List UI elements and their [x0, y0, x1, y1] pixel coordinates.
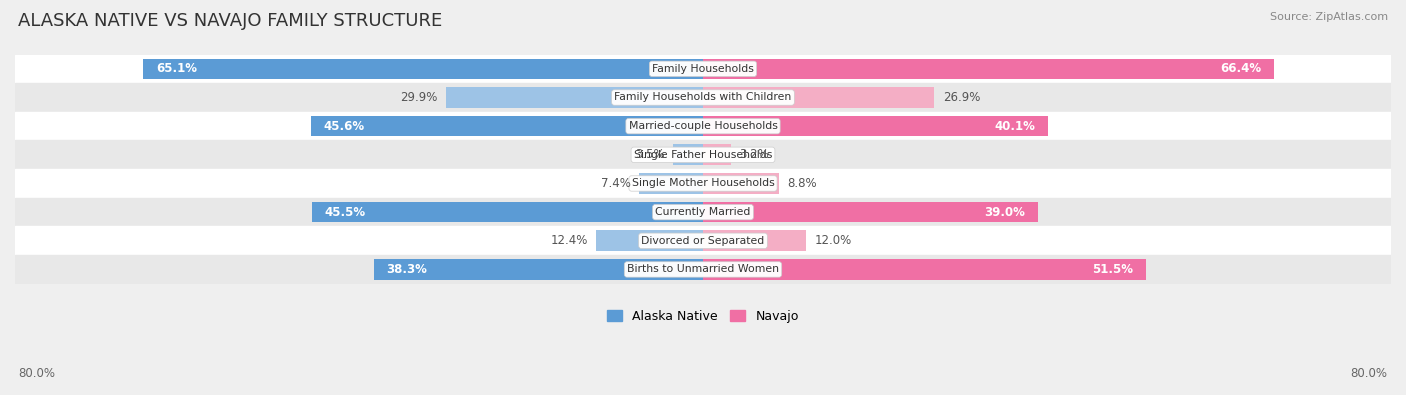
Text: 12.4%: 12.4%: [550, 234, 588, 247]
Text: 3.5%: 3.5%: [634, 148, 664, 161]
Text: Source: ZipAtlas.com: Source: ZipAtlas.com: [1270, 12, 1388, 22]
Bar: [15, 55, 1391, 83]
Text: 80.0%: 80.0%: [18, 367, 55, 380]
Bar: [703, 87, 935, 108]
Bar: [15, 255, 1391, 284]
Text: 29.9%: 29.9%: [399, 91, 437, 104]
Text: 65.1%: 65.1%: [156, 62, 197, 75]
Text: Family Households: Family Households: [652, 64, 754, 74]
Bar: [703, 230, 806, 251]
Bar: [15, 169, 1391, 198]
Bar: [15, 83, 1391, 112]
Text: 38.3%: 38.3%: [387, 263, 427, 276]
Bar: [703, 58, 1274, 79]
Bar: [312, 202, 703, 222]
Bar: [15, 141, 1391, 169]
Text: 40.1%: 40.1%: [994, 120, 1035, 133]
Bar: [703, 145, 731, 165]
Text: 26.9%: 26.9%: [943, 91, 980, 104]
Text: 8.8%: 8.8%: [787, 177, 817, 190]
Text: Single Mother Households: Single Mother Households: [631, 179, 775, 188]
Text: Family Households with Children: Family Households with Children: [614, 92, 792, 102]
Text: 45.6%: 45.6%: [323, 120, 366, 133]
Bar: [703, 259, 1146, 280]
Bar: [143, 58, 703, 79]
Text: 12.0%: 12.0%: [815, 234, 852, 247]
Bar: [703, 173, 779, 194]
Bar: [311, 116, 703, 136]
Text: 45.5%: 45.5%: [325, 206, 366, 219]
Text: Divorced or Separated: Divorced or Separated: [641, 236, 765, 246]
Legend: Alaska Native, Navajo: Alaska Native, Navajo: [602, 305, 804, 328]
Text: Births to Unmarried Women: Births to Unmarried Women: [627, 265, 779, 275]
Bar: [15, 226, 1391, 255]
Text: 7.4%: 7.4%: [600, 177, 631, 190]
Bar: [15, 112, 1391, 141]
Text: Single Father Households: Single Father Households: [634, 150, 772, 160]
Bar: [703, 116, 1047, 136]
Bar: [15, 198, 1391, 226]
Bar: [374, 259, 703, 280]
Bar: [640, 173, 703, 194]
Text: 3.2%: 3.2%: [740, 148, 769, 161]
Bar: [596, 230, 703, 251]
Text: Married-couple Households: Married-couple Households: [628, 121, 778, 131]
Text: 51.5%: 51.5%: [1092, 263, 1133, 276]
Text: Currently Married: Currently Married: [655, 207, 751, 217]
Bar: [703, 202, 1039, 222]
Text: 39.0%: 39.0%: [984, 206, 1025, 219]
Text: 66.4%: 66.4%: [1220, 62, 1261, 75]
Text: 80.0%: 80.0%: [1351, 367, 1388, 380]
Text: ALASKA NATIVE VS NAVAJO FAMILY STRUCTURE: ALASKA NATIVE VS NAVAJO FAMILY STRUCTURE: [18, 12, 443, 30]
Bar: [446, 87, 703, 108]
Bar: [673, 145, 703, 165]
